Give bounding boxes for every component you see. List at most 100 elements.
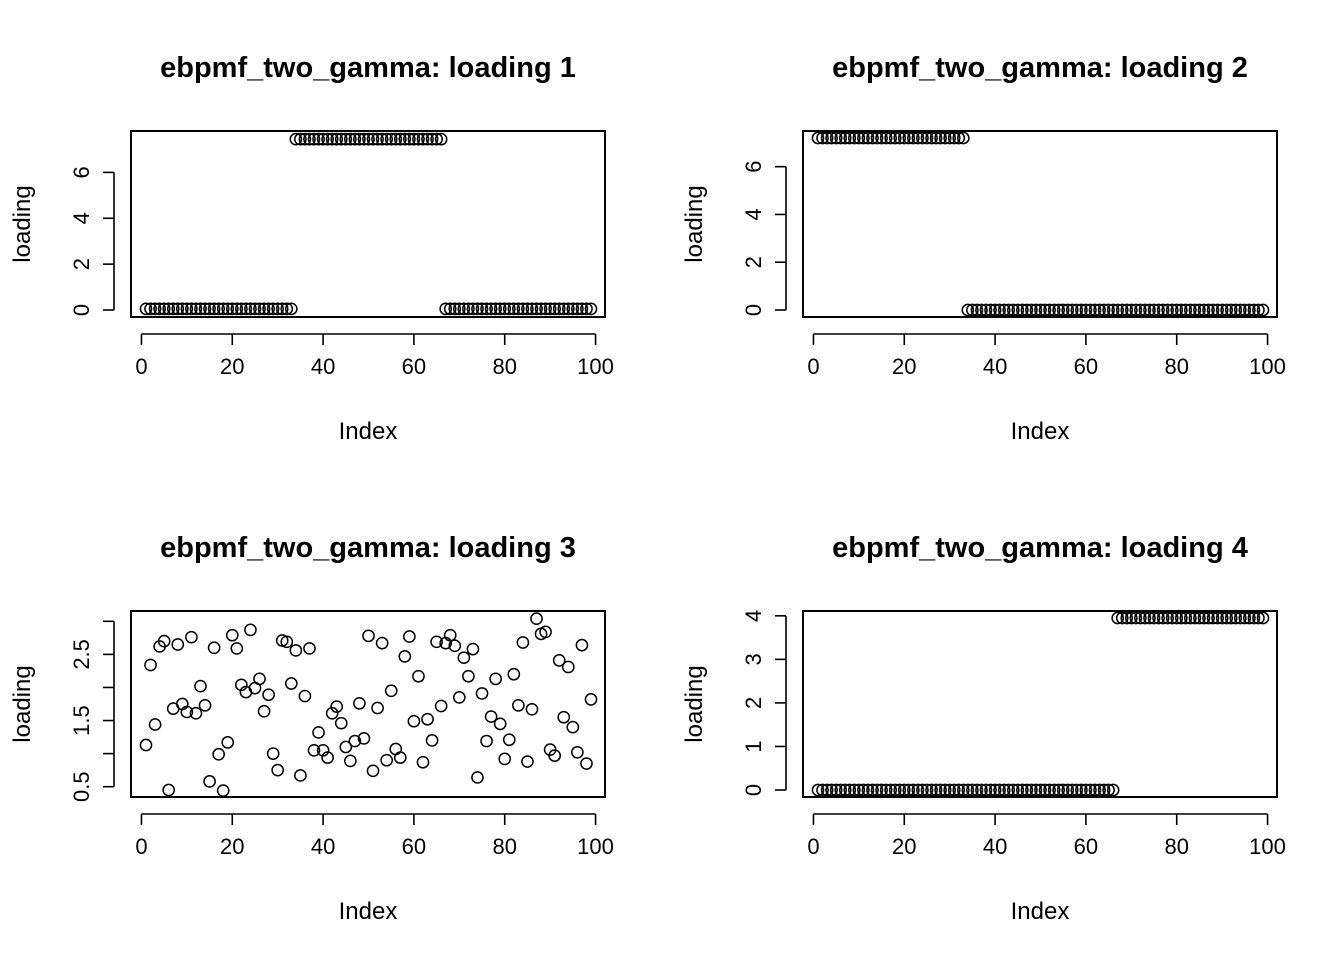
x-tick-label: 40 <box>311 834 335 859</box>
data-point <box>1134 611 1147 625</box>
data-point <box>1124 611 1138 625</box>
data-point <box>870 131 884 145</box>
plot-frame <box>802 610 1278 798</box>
data-point <box>493 302 507 316</box>
data-point <box>466 642 480 656</box>
data-point <box>1115 303 1129 317</box>
data-point <box>1006 303 1020 317</box>
data-point <box>235 678 248 692</box>
data-point <box>897 783 911 797</box>
data-point <box>907 783 920 797</box>
data-point <box>284 302 298 316</box>
data-point <box>221 302 235 316</box>
data-point <box>166 302 180 316</box>
data-point <box>979 783 993 797</box>
data-point <box>430 132 443 146</box>
data-point <box>216 302 230 316</box>
data-point <box>1165 611 1179 625</box>
data-point <box>884 783 898 797</box>
data-point <box>975 303 988 317</box>
data-point <box>148 302 162 316</box>
data-point <box>866 783 879 797</box>
data-point <box>1256 611 1270 625</box>
data-point <box>212 747 226 761</box>
data-point <box>1070 783 1084 797</box>
data-point <box>816 783 829 797</box>
y-tick-label: 2.5 <box>69 639 94 670</box>
data-point <box>893 783 907 797</box>
data-point <box>984 783 997 797</box>
data-point <box>1243 303 1256 317</box>
data-point <box>916 783 929 797</box>
data-point <box>847 783 861 797</box>
data-point <box>1088 783 1102 797</box>
data-point <box>1070 303 1084 317</box>
data-point <box>1229 611 1243 625</box>
data-point <box>171 638 185 651</box>
x-axis-label: Index <box>339 898 398 925</box>
data-point <box>1020 783 1034 797</box>
data-point <box>979 303 993 317</box>
data-point <box>861 131 875 145</box>
x-tick-label: 20 <box>892 354 916 379</box>
data-point <box>452 691 466 704</box>
data-point <box>552 653 566 667</box>
data-point <box>1188 303 1202 317</box>
data-point <box>997 303 1011 317</box>
data-point <box>289 132 303 146</box>
data-point <box>1156 611 1170 625</box>
data-point <box>1202 611 1215 625</box>
data-point <box>961 783 975 797</box>
data-point <box>571 745 584 759</box>
data-point <box>825 131 838 145</box>
data-point <box>275 302 289 316</box>
data-point <box>511 698 525 712</box>
data-point <box>584 693 598 706</box>
data-point <box>1161 303 1174 317</box>
x-tick-label: 80 <box>1164 354 1188 379</box>
data-point <box>1115 611 1129 625</box>
data-point <box>893 131 907 145</box>
data-point <box>1170 611 1184 625</box>
data-point <box>1075 303 1088 317</box>
data-point <box>325 132 339 146</box>
data-point <box>1138 611 1152 625</box>
data-point <box>943 783 957 797</box>
data-point <box>907 131 920 145</box>
data-point <box>298 689 312 703</box>
y-tick-label: 6 <box>69 166 94 178</box>
data-point <box>1034 303 1047 317</box>
data-point <box>312 132 325 146</box>
data-point <box>198 698 212 712</box>
plot-frame <box>130 130 606 318</box>
data-point <box>443 628 457 642</box>
data-point <box>1197 611 1211 625</box>
x-tick-label: 20 <box>220 354 244 379</box>
data-point <box>189 302 203 316</box>
data-point <box>384 132 398 146</box>
data-point <box>480 302 493 316</box>
x-tick-label: 40 <box>311 354 335 379</box>
data-point <box>1056 783 1070 797</box>
data-point <box>870 783 884 797</box>
data-point <box>489 672 502 686</box>
data-point <box>1052 783 1066 797</box>
data-point <box>475 302 489 316</box>
data-point <box>857 131 870 145</box>
data-point <box>1252 611 1265 625</box>
data-point <box>257 302 271 316</box>
data-point <box>1183 303 1197 317</box>
data-point <box>307 132 321 146</box>
data-point <box>879 783 893 797</box>
data-point <box>1220 611 1234 625</box>
data-point <box>439 302 453 316</box>
data-point <box>307 743 321 757</box>
data-point <box>266 747 280 760</box>
data-point <box>384 684 398 698</box>
data-point <box>407 132 421 146</box>
data-point <box>1120 303 1134 317</box>
data-point <box>353 696 366 710</box>
panel-loading-1: ebpmf_two_gamma: loading 1 Index loading… <box>9 52 614 445</box>
x-tick-label: 100 <box>577 834 614 859</box>
